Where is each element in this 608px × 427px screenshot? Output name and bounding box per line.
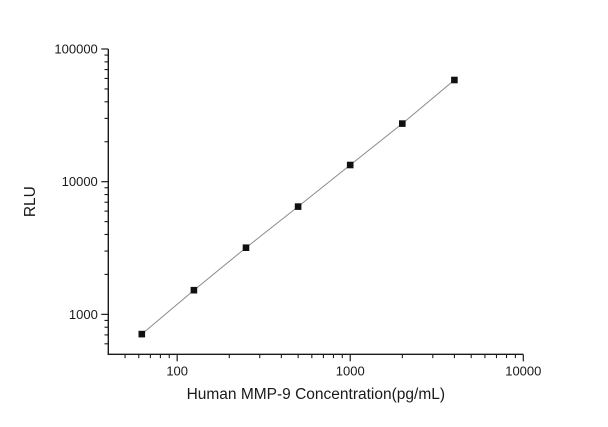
data-point-marker — [138, 330, 146, 338]
x-axis-tick-label: 100 — [166, 363, 188, 378]
data-point-marker — [451, 76, 458, 84]
x-axis-title: Human MMP-9 Concentration(pg/mL) — [187, 386, 445, 403]
data-point-marker — [242, 244, 250, 251]
x-axis-tick-label: 10000 — [505, 363, 541, 378]
x-axis-tick-label: 1000 — [336, 363, 365, 378]
data-point-marker — [294, 203, 302, 210]
data-point-marker — [190, 286, 198, 294]
y-axis-tick-label: 1000 — [69, 307, 98, 322]
y-axis-tick-label: 10000 — [62, 174, 98, 189]
y-axis-title: RLU — [22, 186, 39, 217]
data-point-marker — [399, 120, 406, 127]
data-point-marker — [346, 161, 354, 169]
y-axis-tick-label: 100000 — [54, 42, 97, 57]
